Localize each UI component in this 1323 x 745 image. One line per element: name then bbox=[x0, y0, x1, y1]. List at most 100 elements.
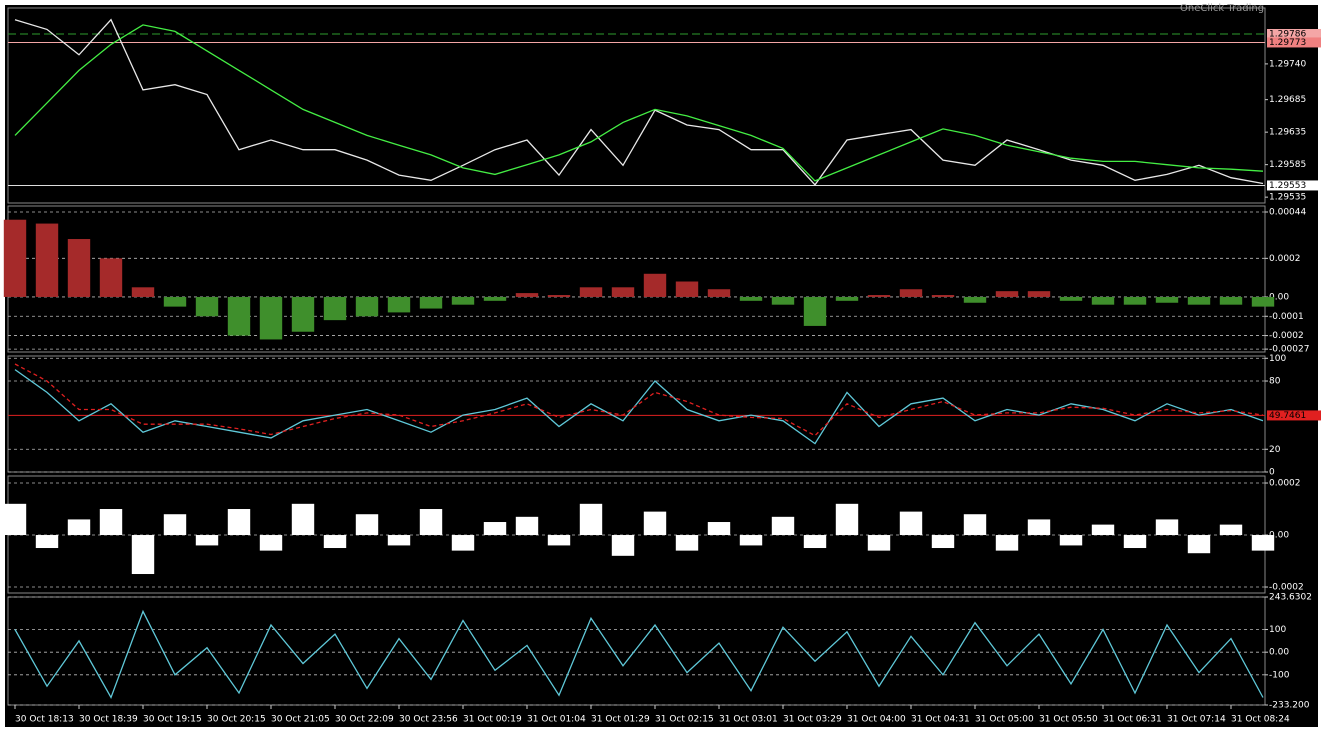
bar bbox=[67, 519, 91, 536]
bar bbox=[99, 258, 123, 297]
x-tick-label: 31 Oct 01:04 bbox=[527, 715, 586, 725]
level-label: 1.29553 bbox=[1269, 181, 1306, 191]
bar bbox=[387, 535, 411, 546]
bar bbox=[259, 296, 283, 340]
x-tick-label: 31 Oct 04:31 bbox=[911, 715, 970, 725]
bar bbox=[291, 503, 315, 536]
bar bbox=[3, 219, 27, 297]
panel-frame bbox=[7, 7, 1266, 204]
bar bbox=[867, 295, 891, 297]
bar bbox=[451, 535, 475, 551]
y-tick-label: 1.29585 bbox=[1269, 160, 1306, 170]
bar bbox=[35, 535, 59, 549]
series-line bbox=[14, 609, 1264, 700]
x-tick-label: 30 Oct 20:15 bbox=[207, 715, 266, 725]
bar bbox=[1091, 296, 1115, 305]
bar bbox=[579, 287, 603, 297]
bar bbox=[899, 511, 923, 536]
bar bbox=[803, 296, 827, 326]
bar bbox=[131, 287, 155, 297]
x-tick-label: 31 Oct 03:29 bbox=[783, 715, 842, 725]
bar bbox=[611, 287, 635, 297]
bar bbox=[899, 289, 923, 297]
y-tick-label: 1.29535 bbox=[1269, 193, 1306, 203]
bar bbox=[1251, 535, 1275, 551]
y-tick-label: 0.00044 bbox=[1269, 207, 1306, 217]
bar bbox=[611, 535, 635, 556]
bar bbox=[579, 503, 603, 536]
bar bbox=[547, 295, 571, 297]
bar bbox=[995, 535, 1019, 551]
level-label: 1.29786 bbox=[1269, 30, 1306, 40]
x-tick-label: 30 Oct 18:13 bbox=[15, 715, 74, 725]
bar bbox=[547, 535, 571, 546]
x-tick-label: 31 Oct 06:31 bbox=[1103, 715, 1162, 725]
bar bbox=[451, 296, 475, 305]
bar bbox=[707, 522, 731, 536]
panel-frame bbox=[7, 596, 1266, 706]
bar bbox=[1187, 296, 1211, 305]
bar bbox=[675, 281, 699, 297]
bar bbox=[963, 296, 987, 303]
x-tick-label: 30 Oct 21:05 bbox=[271, 715, 330, 725]
bar bbox=[995, 291, 1019, 297]
y-tick-label: 0.00 bbox=[1269, 531, 1289, 541]
x-tick-label: 31 Oct 05:00 bbox=[975, 715, 1034, 725]
y-tick-label: 1.29635 bbox=[1269, 128, 1306, 138]
bar bbox=[195, 535, 219, 546]
bar bbox=[931, 535, 955, 549]
bar bbox=[643, 511, 667, 536]
bar bbox=[163, 296, 187, 307]
y-tick-label: 243.6302 bbox=[1269, 593, 1312, 603]
x-tick-label: 30 Oct 19:15 bbox=[143, 715, 202, 725]
y-tick-label: 100 bbox=[1269, 625, 1286, 635]
x-tick-label: 31 Oct 02:15 bbox=[655, 715, 714, 725]
x-tick-label: 31 Oct 01:29 bbox=[591, 715, 650, 725]
bar bbox=[35, 223, 59, 297]
bar bbox=[195, 296, 219, 317]
y-tick-label: -0.00027 bbox=[1269, 345, 1309, 355]
bar bbox=[355, 514, 379, 536]
bar bbox=[1219, 524, 1243, 536]
bar bbox=[835, 503, 859, 536]
bar bbox=[227, 509, 251, 536]
bar bbox=[1091, 524, 1115, 536]
bar bbox=[675, 535, 699, 551]
bar bbox=[1187, 535, 1211, 554]
x-tick-label: 31 Oct 04:00 bbox=[847, 715, 906, 725]
bar bbox=[355, 296, 379, 317]
y-tick-label: -0.0001 bbox=[1269, 312, 1304, 322]
y-tick-label: 1.29740 bbox=[1269, 59, 1306, 69]
bar bbox=[867, 535, 891, 551]
bar bbox=[483, 522, 507, 536]
y-tick-label: -233.200 bbox=[1269, 701, 1310, 711]
bar bbox=[67, 239, 91, 297]
bar bbox=[419, 509, 443, 536]
bar bbox=[1059, 296, 1083, 301]
series-line bbox=[14, 24, 1264, 182]
level-label-bg bbox=[1267, 180, 1321, 191]
background bbox=[5, 5, 1318, 727]
bar bbox=[515, 516, 539, 536]
level-label-bg bbox=[1267, 29, 1321, 39]
y-tick-label: 80 bbox=[1269, 377, 1281, 387]
bar bbox=[131, 535, 155, 575]
bar bbox=[419, 296, 443, 309]
bar bbox=[643, 273, 667, 297]
x-tick-label: 31 Oct 08:24 bbox=[1231, 715, 1290, 725]
y-tick-label: 0.0002 bbox=[1269, 254, 1301, 264]
bar bbox=[771, 296, 795, 305]
bar bbox=[1219, 296, 1243, 305]
y-tick-label: 100 bbox=[1269, 354, 1286, 364]
bar bbox=[803, 535, 827, 549]
x-tick-label: 31 Oct 07:14 bbox=[1167, 715, 1226, 725]
level-label-bg bbox=[1267, 410, 1321, 421]
bar bbox=[515, 293, 539, 297]
panel-frame bbox=[7, 355, 1266, 473]
x-tick-label: 31 Oct 03:01 bbox=[719, 715, 778, 725]
y-tick-label: 1.29685 bbox=[1269, 95, 1306, 105]
y-tick-label: -0.0002 bbox=[1269, 331, 1304, 341]
level-label: 49.7461 bbox=[1269, 411, 1306, 421]
bar bbox=[387, 296, 411, 313]
